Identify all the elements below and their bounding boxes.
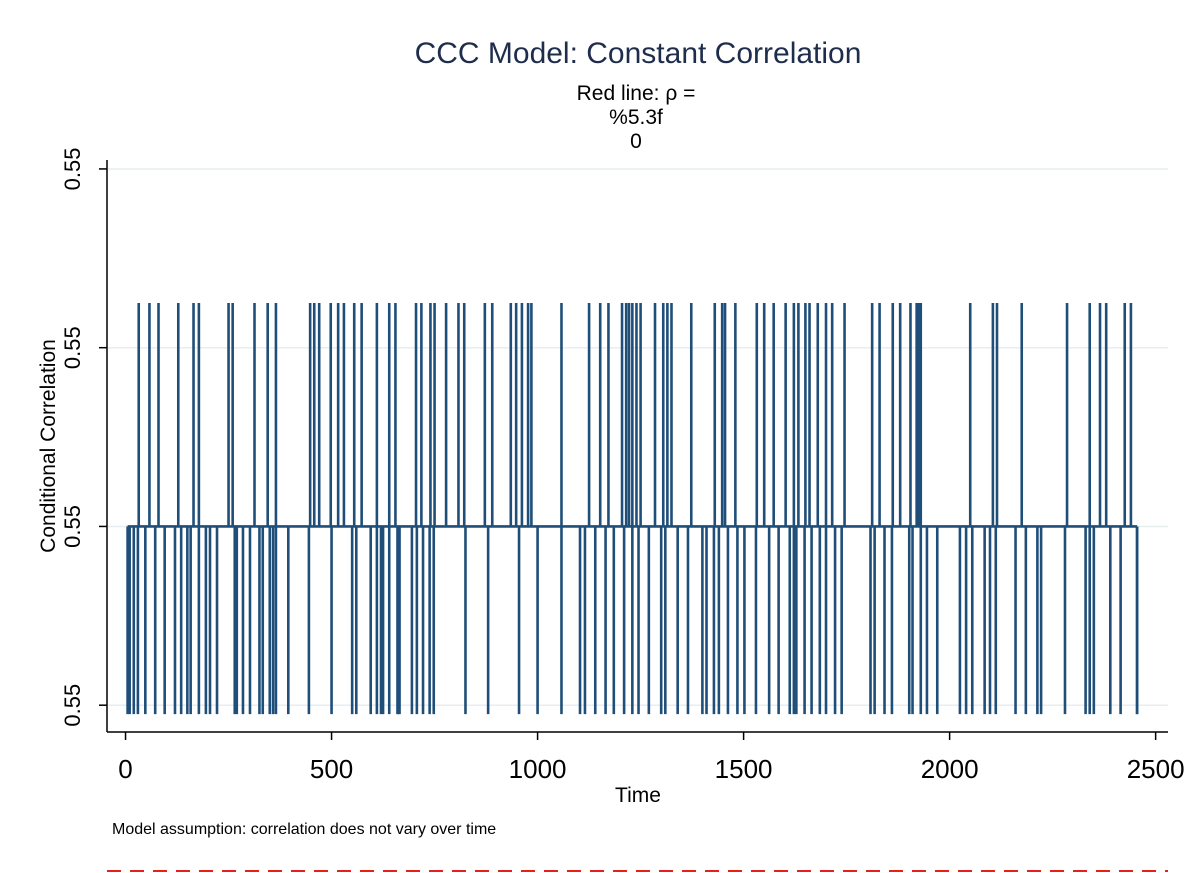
y-axis-ticks: 0.55 0.55 0.55 0.55 — [60, 148, 107, 727]
y-tick-label: 0.55 — [60, 148, 85, 191]
x-tick-label: 1500 — [715, 754, 773, 784]
x-tick-label: 2000 — [921, 754, 979, 784]
x-axis-title: Time — [615, 784, 661, 807]
chart-title: CCC Model: Constant Correlation — [415, 37, 862, 70]
y-tick-label: 0.55 — [60, 505, 85, 548]
chart-subtitle-line-2: %5.3f — [609, 106, 663, 129]
chart-subtitle-line-3: 0 — [630, 130, 642, 153]
x-tick-label: 1000 — [509, 754, 567, 784]
chart-subtitle-line-1: Red line: ρ = — [577, 82, 696, 105]
x-axis-ticks: 0 500 1000 1500 2000 2500 — [118, 732, 1185, 784]
y-axis-title: Conditional Correlation — [37, 339, 60, 553]
x-tick-label: 2500 — [1127, 754, 1185, 784]
y-tick-label: 0.55 — [60, 326, 85, 369]
x-tick-label: 0 — [118, 754, 132, 784]
x-tick-label: 500 — [310, 754, 353, 784]
y-tick-label: 0.55 — [60, 684, 85, 727]
chart-note: Model assumption: correlation does not v… — [112, 821, 496, 838]
series-group — [126, 303, 1139, 715]
